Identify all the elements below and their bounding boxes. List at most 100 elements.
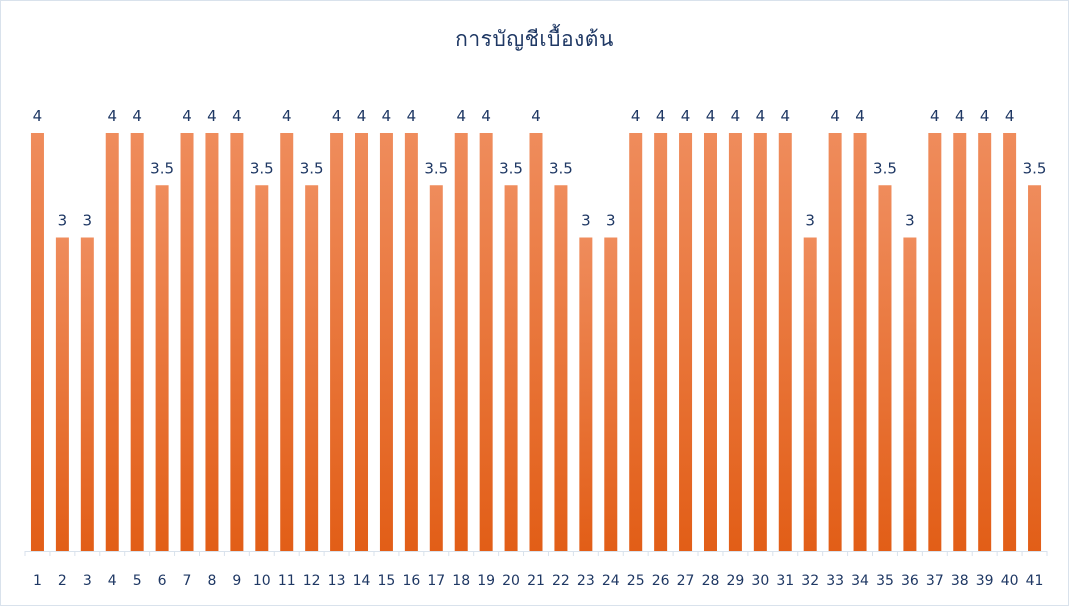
x-tick-label-8: 8 [207,573,216,589]
bar-40 [1003,133,1017,551]
data-label-9: 4 [232,107,242,125]
data-label-13: 4 [332,107,342,125]
x-tick-label-39: 39 [976,573,994,589]
bar-30 [753,133,767,551]
bars-layer [30,133,1042,551]
data-label-39: 4 [980,107,990,125]
x-tick-label-16: 16 [402,573,420,589]
bar-5 [130,133,144,551]
bar-10 [255,185,269,551]
x-tick-label-10: 10 [253,573,271,589]
bar-26 [654,133,668,551]
x-tick-label-31: 31 [776,573,794,589]
data-label-30: 4 [756,107,766,125]
bar-14 [355,133,369,551]
data-label-4: 4 [107,107,117,125]
bar-36 [903,237,917,551]
data-label-2: 3 [58,212,68,230]
data-label-27: 4 [681,107,691,125]
x-tick-label-24: 24 [602,573,620,589]
x-tick-label-6: 6 [158,573,167,589]
data-label-24: 3 [606,212,616,230]
bar-11 [280,133,294,551]
bar-16 [404,133,418,551]
data-label-12: 3.5 [300,159,324,177]
x-tick-label-12: 12 [303,573,321,589]
x-tick-label-14: 14 [353,573,371,589]
bar-35 [878,185,892,551]
x-tick-label-30: 30 [751,573,769,589]
bar-23 [579,237,593,551]
bar-19 [479,133,493,551]
bar-12 [305,185,319,551]
bar-3 [80,237,94,551]
bar-9 [230,133,244,551]
data-label-7: 4 [182,107,192,125]
bar-31 [778,133,792,551]
x-tick-label-13: 13 [328,573,346,589]
data-label-17: 3.5 [424,159,448,177]
bar-37 [928,133,942,551]
data-label-41: 3.5 [1023,159,1047,177]
bar-39 [978,133,992,551]
x-tick-label-7: 7 [183,573,192,589]
data-label-37: 4 [930,107,940,125]
x-tick-label-1: 1 [33,573,42,589]
bar-4 [105,133,119,551]
data-label-31: 4 [780,107,790,125]
data-label-16: 4 [407,107,417,125]
bar-7 [180,133,194,551]
x-tick-label-27: 27 [677,573,695,589]
data-label-6: 3.5 [150,159,174,177]
bar-18 [454,133,468,551]
bar-13 [330,133,344,551]
x-tick-label-5: 5 [133,573,142,589]
data-label-29: 4 [731,107,741,125]
x-tick-label-25: 25 [627,573,645,589]
bar-21 [529,133,543,551]
x-tick-label-41: 41 [1026,573,1044,589]
data-label-23: 3 [581,212,591,230]
x-tick-label-32: 32 [801,573,819,589]
data-label-20: 3.5 [499,159,523,177]
x-tick-label-28: 28 [702,573,720,589]
bar-1 [30,133,44,551]
bar-29 [728,133,742,551]
data-label-32: 3 [805,212,815,230]
x-tick-label-11: 11 [278,573,296,589]
x-tick-label-22: 22 [552,573,570,589]
data-label-5: 4 [132,107,142,125]
data-label-19: 4 [481,107,491,125]
x-tick-label-35: 35 [876,573,894,589]
x-tick-label-17: 17 [427,573,445,589]
bar-24 [604,237,618,551]
bar-25 [629,133,643,551]
x-tick-label-37: 37 [926,573,944,589]
x-tick-label-33: 33 [826,573,844,589]
bar-15 [379,133,393,551]
x-tick-label-9: 9 [232,573,241,589]
data-label-14: 4 [357,107,367,125]
data-label-36: 3 [905,212,915,230]
x-tick-label-36: 36 [901,573,919,589]
bar-8 [205,133,219,551]
x-tick-label-38: 38 [951,573,969,589]
x-tick-label-23: 23 [577,573,595,589]
data-label-40: 4 [1005,107,1015,125]
data-label-10: 3.5 [250,159,274,177]
data-label-26: 4 [656,107,666,125]
x-tick-label-20: 20 [502,573,520,589]
x-tick-label-26: 26 [652,573,670,589]
bar-2 [55,237,69,551]
data-label-8: 4 [207,107,217,125]
data-label-1: 4 [33,107,43,125]
x-tick-label-3: 3 [83,573,92,589]
data-label-38: 4 [955,107,965,125]
data-label-21: 4 [531,107,541,125]
data-label-3: 3 [83,212,93,230]
data-label-22: 3.5 [549,159,573,177]
bar-38 [953,133,967,551]
x-axis: 1 2 3 4 5 6 7 8 9 10 11 12 13 14 15 16 17 18 19 20 21 22 23 24 2… [24,551,1048,589]
data-label-11: 4 [282,107,292,125]
